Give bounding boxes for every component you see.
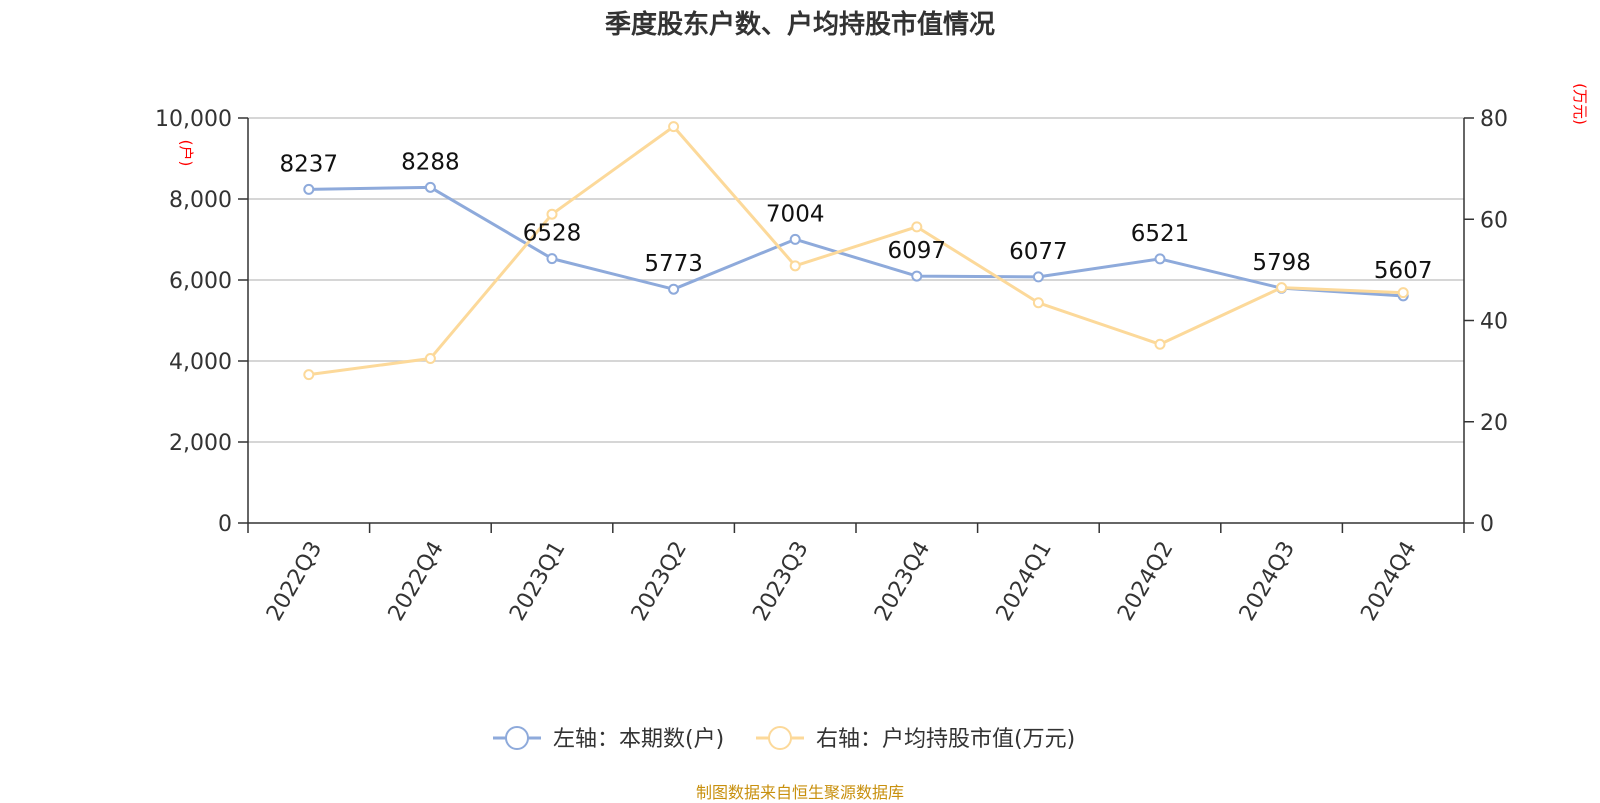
legend-swatch-marker xyxy=(505,726,529,750)
data-point xyxy=(911,221,923,233)
right-axis-tick-label: 60 xyxy=(1480,208,1508,233)
data-point xyxy=(1397,287,1409,299)
series-line-avg-holding-value xyxy=(308,125,1404,377)
data-label: 8237 xyxy=(280,151,339,177)
data-label: 5798 xyxy=(1252,250,1311,276)
data-label: 6077 xyxy=(1009,239,1068,265)
x-axis-tick-label: 2024Q2 xyxy=(1113,537,1178,625)
left-axis-tick-label: 4,000 xyxy=(169,350,232,375)
data-point xyxy=(303,183,315,195)
legend-label: 左轴：本期数(户) xyxy=(553,727,724,752)
x-axis-tick-label: 2022Q4 xyxy=(384,537,449,625)
x-axis-tick-label: 2023Q1 xyxy=(505,537,570,625)
x-axis-tick-label: 2023Q3 xyxy=(748,537,813,625)
data-point xyxy=(546,208,558,220)
x-axis-tick-label: 2023Q4 xyxy=(870,537,935,625)
left-axis-tick-label: 10,000 xyxy=(155,107,232,132)
right-axis-tick-label: 0 xyxy=(1480,512,1494,537)
data-point xyxy=(1276,282,1288,294)
legend-label: 右轴：户均持股市值(万元) xyxy=(816,727,1075,752)
left-axis-tick-label: 8,000 xyxy=(169,188,232,213)
data-point xyxy=(1032,271,1044,283)
data-point xyxy=(1154,253,1166,265)
data-point xyxy=(303,369,315,381)
x-axis-tick-label: 2024Q4 xyxy=(1356,537,1421,625)
axes: 0 2,000 4,000 6,000 8,000 10,000 0 20 40 60 80 2022… xyxy=(155,83,1589,625)
data-labels: 8237 8288 6528 5773 7004 6097 6077 6521 5798 5607 xyxy=(280,149,1433,284)
right-axis-unit: (万元) xyxy=(1571,83,1589,125)
legend: 左轴：本期数(户) 右轴：户均持股市值(万元) xyxy=(493,726,1075,752)
data-point xyxy=(424,181,436,193)
chart-title: 季度股东户数、户均持股市值情况 xyxy=(604,10,995,40)
data-label: 5607 xyxy=(1374,258,1433,284)
data-point xyxy=(546,253,558,265)
legend-swatch-marker xyxy=(768,726,792,750)
data-point xyxy=(1154,338,1166,350)
right-axis-tick-label: 20 xyxy=(1480,411,1508,436)
data-label: 6528 xyxy=(523,221,582,247)
data-label: 5773 xyxy=(644,251,703,277)
data-point xyxy=(789,233,801,245)
right-axis-tick-label: 40 xyxy=(1480,310,1508,335)
data-label: 6097 xyxy=(888,238,947,264)
data-point xyxy=(911,270,923,282)
left-axis-tick-label: 6,000 xyxy=(169,269,232,294)
x-axis-tick-label: 2022Q3 xyxy=(262,537,327,625)
data-label: 8288 xyxy=(401,149,460,175)
right-axis-tick-label: 80 xyxy=(1480,107,1508,132)
data-point xyxy=(1032,297,1044,309)
left-axis-tick-label: 2,000 xyxy=(169,431,232,456)
data-point xyxy=(789,260,801,272)
x-axis-tick-label: 2024Q3 xyxy=(1235,537,1300,625)
data-point xyxy=(668,121,680,133)
x-axis-tick-label: 2024Q1 xyxy=(992,537,1057,625)
series-line-households xyxy=(308,185,1404,298)
left-axis-tick-label: 0 xyxy=(218,512,232,537)
data-label: 6521 xyxy=(1131,221,1190,247)
data-point xyxy=(424,352,436,364)
data-point xyxy=(668,283,680,295)
x-axis-tick-label: 2023Q2 xyxy=(627,537,692,625)
left-axis-unit: (户) xyxy=(177,140,195,167)
data-source-note: 制图数据来自恒生聚源数据库 xyxy=(695,783,904,802)
data-label: 7004 xyxy=(766,201,825,227)
series xyxy=(303,121,1409,381)
